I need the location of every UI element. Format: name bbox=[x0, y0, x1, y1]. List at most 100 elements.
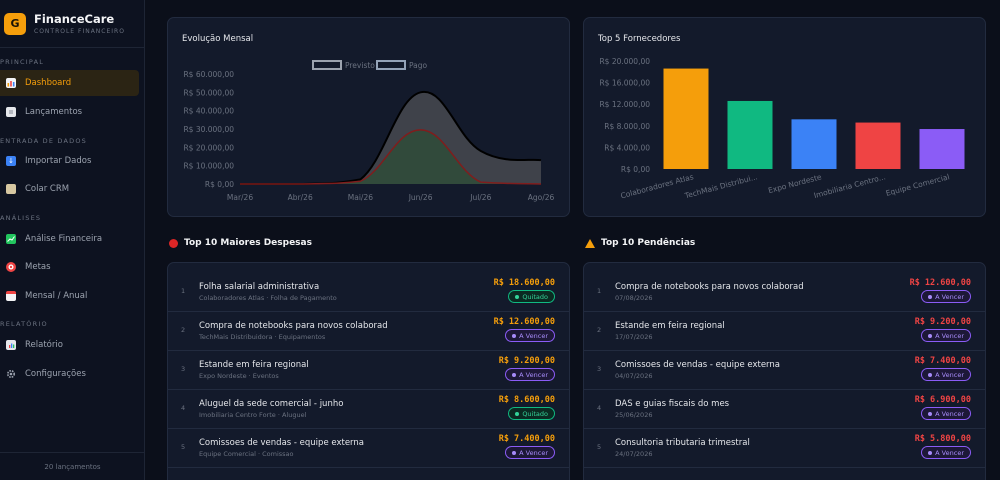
status-badge: Quitado bbox=[508, 290, 555, 303]
calendar-icon bbox=[6, 291, 16, 301]
sidebar-item-analise[interactable]: Análise Financeira bbox=[0, 226, 139, 252]
y-tick-label: R$ 40.000,00 bbox=[183, 107, 234, 116]
series-area bbox=[240, 129, 541, 184]
bar bbox=[919, 129, 965, 169]
sidebar-item-label: Metas bbox=[25, 262, 51, 272]
bar bbox=[727, 100, 773, 169]
row-number: 1 bbox=[597, 287, 602, 295]
sidebar-item-configuracoes[interactable]: Configurações bbox=[0, 361, 139, 387]
status-dot-icon bbox=[512, 450, 517, 455]
sidebar-item-label: Colar CRM bbox=[25, 184, 70, 194]
list-item[interactable]: 2 Compra de notebooks para novos colabora… bbox=[168, 312, 569, 351]
sidebar-item-mensal-anual[interactable]: Mensal / Anual bbox=[0, 283, 139, 309]
y-tick-label: R$ 20.000,00 bbox=[599, 57, 650, 66]
sidebar-item-importar[interactable]: ↓ Importar Dados bbox=[0, 148, 139, 174]
report-icon bbox=[6, 340, 16, 350]
import-icon: ↓ bbox=[6, 156, 16, 166]
y-tick-label: R$ 0,00 bbox=[621, 165, 650, 174]
row-subtitle: Equipe Comercial · Comissao bbox=[199, 450, 294, 458]
brand: G FinanceCare CONTROLE FINANCEIRO bbox=[0, 0, 144, 48]
row-amount: R$ 9.200,00 bbox=[498, 356, 555, 366]
row-title: Aluguel da sede comercial - junho bbox=[199, 399, 344, 409]
status-dot-icon bbox=[515, 411, 520, 416]
series-area bbox=[240, 91, 541, 184]
row-amount: R$ 9.200,00 bbox=[914, 317, 971, 327]
status-badge: A Vencer bbox=[505, 446, 555, 459]
list-item[interactable]: 5 Comissoes de vendas - equipe externa Equ… bbox=[168, 429, 569, 468]
brand-logo: G bbox=[4, 12, 26, 35]
x-tick-label: Jun/26 bbox=[408, 193, 433, 202]
status-label: A Vencer bbox=[935, 370, 964, 379]
sidebar-item-metas[interactable]: Metas bbox=[0, 254, 139, 280]
row-number: 2 bbox=[181, 326, 186, 334]
y-tick-label: R$ 12.000,00 bbox=[599, 100, 650, 109]
warning-icon bbox=[585, 238, 595, 248]
status-dot-icon bbox=[928, 411, 933, 416]
entries-count: 20 lançamentos bbox=[0, 452, 145, 480]
x-tick-label: Ago/26 bbox=[528, 193, 555, 202]
expenses-title: Top 10 Maiores Despesas bbox=[184, 238, 312, 248]
section-label-relatorio: RELATÓRIO bbox=[0, 320, 48, 328]
row-subtitle: 24/07/2026 bbox=[615, 450, 653, 458]
row-number: 3 bbox=[181, 365, 186, 373]
status-dot-icon bbox=[512, 372, 517, 377]
row-title: Folha salarial administrativa bbox=[199, 282, 320, 292]
sidebar-item-relatorio[interactable]: Relatório bbox=[0, 332, 139, 358]
list-item[interactable]: 3 Estande em feira regional Expo Nordeste … bbox=[168, 351, 569, 390]
list-item[interactable]: 2 Estande em feira regional 17/07/2026 R$ 9… bbox=[584, 312, 985, 351]
row-subtitle: 17/07/2026 bbox=[615, 333, 653, 341]
sidebar-item-label: Relatório bbox=[25, 340, 63, 350]
x-tick-label: Colaboradores Atlas bbox=[620, 172, 695, 200]
status-badge: Quitado bbox=[508, 407, 555, 420]
sidebar-item-colar-crm[interactable]: Colar CRM bbox=[0, 176, 139, 202]
legend-swatch bbox=[376, 60, 406, 70]
row-amount: R$ 18.600,00 bbox=[493, 278, 555, 288]
bar bbox=[791, 119, 837, 169]
y-tick-label: R$ 20.000,00 bbox=[183, 143, 234, 152]
y-tick-label: R$ 16.000,00 bbox=[599, 79, 650, 88]
status-label: A Vencer bbox=[519, 370, 548, 379]
section-label-principal: PRINCIPAL bbox=[0, 58, 45, 66]
target-icon bbox=[6, 262, 16, 272]
status-badge: A Vencer bbox=[921, 290, 971, 303]
status-label: Quitado bbox=[522, 409, 548, 418]
sidebar: G FinanceCare CONTROLE FINANCEIRO PRINCI… bbox=[0, 0, 145, 480]
bar bbox=[663, 68, 709, 169]
x-tick-label: Jul/26 bbox=[469, 193, 491, 202]
x-tick-label: Imobiliaria Centro... bbox=[813, 172, 887, 200]
pending-heading: Top 10 Pendências bbox=[585, 238, 695, 248]
monthly-chart-card: Evolução Mensal R$ 0,00 R$ 10.000,00 R$ 20… bbox=[167, 17, 570, 217]
y-tick-label: R$ 30.000,00 bbox=[183, 125, 234, 134]
row-subtitle: 04/07/2026 bbox=[615, 372, 653, 380]
status-dot-icon bbox=[515, 294, 520, 299]
row-number: 5 bbox=[181, 443, 186, 451]
row-number: 5 bbox=[597, 443, 602, 451]
status-badge: A Vencer bbox=[921, 368, 971, 381]
list-item[interactable]: 4 DAS e guias fiscais do mes 25/06/2026 R$ … bbox=[584, 390, 985, 429]
suppliers-chart-title: Top 5 Fornecedores bbox=[598, 34, 681, 44]
expenses-heading: Top 10 Maiores Despesas bbox=[169, 238, 312, 248]
y-tick-label: R$ 4.000,00 bbox=[604, 143, 650, 152]
document-icon bbox=[6, 107, 16, 117]
sidebar-item-label: Importar Dados bbox=[25, 156, 92, 166]
sidebar-item-label: Análise Financeira bbox=[25, 234, 103, 244]
pending-title: Top 10 Pendências bbox=[601, 238, 696, 248]
row-subtitle: Colaboradores Atlas · Folha de Pagamento bbox=[199, 294, 337, 302]
section-label-entrada: ENTRADA DE DADOS bbox=[0, 137, 88, 145]
expenses-list: 1 Folha salarial administrativa Colaborado… bbox=[167, 262, 570, 480]
sidebar-item-lancamentos[interactable]: Lançamentos bbox=[0, 99, 139, 125]
list-item[interactable]: 3 Comissoes de vendas - equipe externa 04/… bbox=[584, 351, 985, 390]
status-badge: A Vencer bbox=[505, 368, 555, 381]
row-amount: R$ 7.400,00 bbox=[914, 356, 971, 366]
status-label: A Vencer bbox=[519, 331, 548, 340]
clipboard-icon bbox=[6, 184, 16, 194]
list-item[interactable]: 1 Folha salarial administrativa Colaborado… bbox=[168, 273, 569, 312]
status-badge: A Vencer bbox=[921, 407, 971, 420]
list-item[interactable]: 4 Aluguel da sede comercial - junho Imobil… bbox=[168, 390, 569, 429]
status-label: Quitado bbox=[522, 292, 548, 301]
section-label-analises: ANÁLISES bbox=[0, 214, 42, 222]
status-label: A Vencer bbox=[935, 409, 964, 418]
list-item[interactable]: 5 Consultoria tributaria trimestral 24/07/… bbox=[584, 429, 985, 468]
list-item[interactable]: 1 Compra de notebooks para novos colabora… bbox=[584, 273, 985, 312]
sidebar-item-dashboard[interactable]: Dashboard bbox=[0, 70, 139, 96]
